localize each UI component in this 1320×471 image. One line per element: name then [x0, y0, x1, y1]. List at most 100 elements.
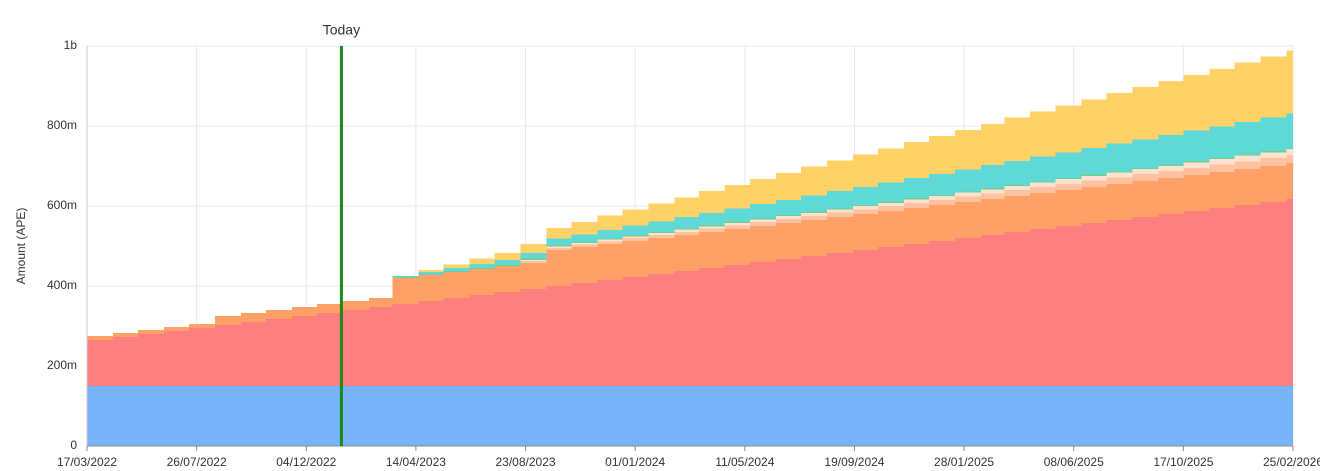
step-segment [980, 165, 1005, 189]
step-segment [1081, 187, 1107, 223]
step-segment [343, 386, 370, 446]
step-segment [1286, 155, 1293, 163]
step-segment [494, 266, 521, 292]
step-segment [648, 203, 675, 222]
step-segment [903, 142, 929, 179]
step-segment [674, 386, 699, 446]
step-segment [1234, 155, 1261, 162]
step-segment [1081, 223, 1107, 386]
step-segment [928, 241, 955, 386]
step-segment [1209, 386, 1235, 446]
step-segment [520, 386, 547, 446]
step-segment [443, 298, 470, 386]
x-tick-label: 17/10/2025 [1153, 455, 1213, 469]
step-segment [852, 209, 878, 214]
step-segment [775, 199, 801, 215]
step-segment [317, 304, 344, 313]
step-segment [215, 386, 241, 446]
step-segment [1260, 117, 1287, 152]
step-segment [724, 265, 750, 386]
step-segment [928, 194, 955, 197]
step-segment [520, 263, 547, 289]
step-segment [674, 271, 699, 386]
step-segment [826, 208, 853, 210]
step-segment [1183, 386, 1210, 446]
step-segment [1234, 122, 1261, 155]
step-segment [1158, 171, 1184, 178]
step-segment [724, 386, 750, 446]
x-tick-label: 19/09/2024 [824, 455, 884, 469]
step-segment [1030, 187, 1056, 193]
x-tick-label: 26/07/2022 [167, 455, 227, 469]
step-segment [852, 154, 878, 187]
step-segment [1081, 386, 1107, 446]
step-segment [597, 215, 623, 231]
step-segment [163, 331, 190, 386]
step-segment [138, 334, 164, 386]
step-segment [1030, 182, 1056, 187]
step-segment [749, 226, 776, 262]
step-segment [749, 219, 776, 223]
step-segment [469, 267, 495, 269]
x-tick-label: 17/03/2022 [57, 455, 117, 469]
step-segment [1158, 178, 1184, 214]
step-segment [240, 386, 267, 446]
y-axis-label: Amount (APE) [14, 208, 28, 285]
step-segment [1158, 135, 1184, 165]
step-segment [597, 238, 623, 240]
x-tick-label: 11/05/2024 [715, 455, 774, 469]
step-segment [266, 386, 293, 446]
step-segment [724, 185, 750, 209]
step-segment [724, 229, 750, 265]
step-segment [1055, 105, 1082, 153]
step-segment [520, 261, 547, 263]
step-segment [1106, 171, 1133, 173]
step-segment [520, 244, 547, 253]
step-segment [87, 340, 113, 386]
step-segment [369, 307, 393, 386]
step-segment [800, 212, 827, 216]
step-segment [674, 228, 699, 230]
step-segment [240, 313, 267, 322]
step-segment [749, 178, 776, 205]
x-tick-label: 01/01/2024 [605, 455, 665, 469]
step-segment [648, 231, 675, 233]
step-segment [954, 202, 981, 238]
step-segment [1081, 147, 1107, 175]
step-segment [1209, 159, 1235, 165]
step-segment [877, 202, 904, 207]
step-segment [980, 189, 1005, 194]
x-tick-label: 08/06/2025 [1044, 455, 1104, 469]
step-segment [775, 215, 801, 217]
step-segment [877, 386, 904, 446]
step-segment [928, 196, 955, 200]
step-segment [189, 324, 216, 328]
step-segment [266, 310, 293, 319]
step-segment [980, 193, 1005, 199]
step-segment [903, 208, 929, 244]
step-segment [571, 247, 598, 283]
step-segment [1004, 117, 1031, 161]
step-segment [826, 253, 853, 386]
step-segment [1209, 68, 1235, 127]
step-segment [980, 386, 1005, 446]
step-segment [520, 258, 547, 260]
step-segment [546, 386, 572, 446]
step-segment [163, 386, 190, 446]
step-segment [1209, 172, 1235, 208]
step-segment [138, 386, 164, 446]
step-segment [1055, 178, 1082, 180]
step-segment [724, 208, 750, 222]
step-segment [749, 204, 776, 219]
step-segment [292, 316, 318, 386]
step-segment [1081, 174, 1107, 176]
step-segment [392, 276, 419, 278]
step-segment [138, 330, 164, 334]
step-segment [852, 206, 878, 210]
step-segment [87, 386, 113, 446]
step-segment [852, 204, 878, 207]
step-segment [1004, 232, 1031, 386]
step-segment [469, 269, 495, 295]
step-segment [826, 191, 853, 209]
